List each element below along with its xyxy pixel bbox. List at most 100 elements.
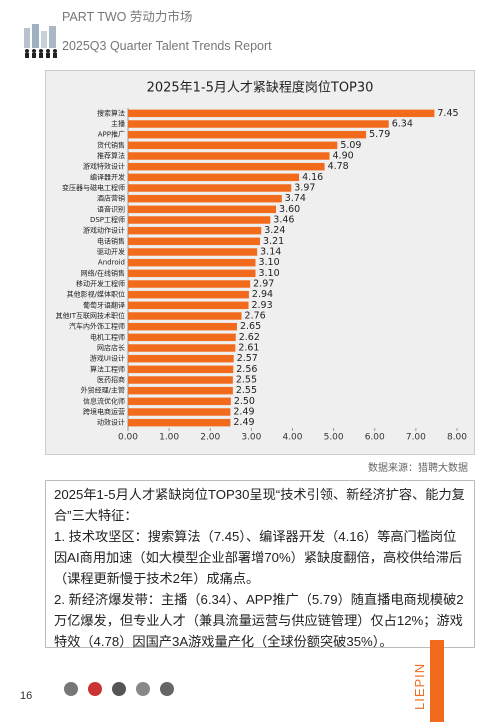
value-label: 2.57 <box>237 353 258 364</box>
bar <box>128 216 271 224</box>
value-label: 5.79 <box>369 129 390 140</box>
value-label: 4.78 <box>328 161 349 172</box>
brand-wrap: LIEPIN <box>412 640 428 710</box>
bar <box>128 248 258 256</box>
y-tick-label: 变压器与磁电工程师 <box>62 183 125 192</box>
y-tick-label: APP推广 <box>98 130 125 139</box>
y-tick-label: 跨境电商运营 <box>83 407 125 416</box>
value-label: 2.61 <box>238 343 259 354</box>
value-label: 2.56 <box>236 364 257 375</box>
value-label: 3.14 <box>260 247 281 258</box>
brand-bar <box>430 640 444 722</box>
x-tick-label: 4.00 <box>282 433 302 443</box>
value-label: 3.10 <box>258 268 279 279</box>
value-label: 3.97 <box>294 183 315 194</box>
bar <box>128 280 251 288</box>
bar <box>128 237 261 246</box>
y-tick-label: 推荐算法 <box>97 151 125 160</box>
x-tick-label: 5.00 <box>324 433 344 443</box>
y-tick-label: 电机工程师 <box>90 332 125 341</box>
bar <box>128 312 242 320</box>
value-label: 3.74 <box>285 193 306 204</box>
y-tick-label: 网络/在线销售 <box>81 268 125 277</box>
value-label: 2.94 <box>252 289 273 300</box>
y-tick-label: 医药招商 <box>97 375 125 384</box>
value-label: 2.55 <box>236 385 257 396</box>
x-tick-label: 0.00 <box>118 433 138 443</box>
bar <box>128 365 234 374</box>
chart: 2025年1-5月人才紧缺程度岗位TOP30 0.00 1.00 2.00 3.00 4… <box>45 70 475 455</box>
bar <box>128 226 262 235</box>
y-tick-label: 信息流优化师 <box>83 396 125 405</box>
bar <box>128 418 231 427</box>
y-tick-label: Android <box>98 259 125 267</box>
bar <box>128 354 234 363</box>
header-report: 2025Q3 Quarter Talent Trends Report <box>62 39 272 53</box>
bar <box>128 290 249 299</box>
source: 数据来源：猎聘大数据 <box>368 463 468 474</box>
bar <box>128 269 256 278</box>
x-tick-label: 2.00 <box>200 433 220 443</box>
bar <box>128 162 325 171</box>
value-label: 4.90 <box>333 151 354 162</box>
value-label: 3.60 <box>279 204 300 215</box>
bar <box>128 194 282 203</box>
page-number: 16 <box>20 690 33 702</box>
y-tick-label: 移动开发工程师 <box>76 279 125 288</box>
chart-title: 2025年1-5月人才紧缺程度岗位TOP30 <box>147 80 374 96</box>
y-tick-label: 汽车内外饰工程师 <box>69 322 125 331</box>
y-tick-label: 货代销售 <box>97 140 125 149</box>
x-tick-label: 3.00 <box>241 433 261 443</box>
value-label: 2.65 <box>240 321 261 332</box>
value-label: 7.45 <box>437 108 458 119</box>
bar <box>128 344 236 352</box>
x-tick-label: 6.00 <box>365 433 385 443</box>
y-tick-label: 外贸经理/主管 <box>81 386 125 395</box>
bar <box>128 109 435 118</box>
bar <box>128 301 249 310</box>
y-tick-label: 动效设计 <box>97 418 125 427</box>
value-label: 2.49 <box>233 417 254 428</box>
value-label: 2.76 <box>245 311 266 322</box>
paragraph: 1. 技术攻坚区：搜索算法（7.45）、编译器开发（4.16）等高门槛岗位因AI… <box>54 529 463 586</box>
bar <box>128 152 330 160</box>
bar <box>128 173 300 182</box>
y-tick-label: 网店店长 <box>97 343 125 352</box>
bar <box>128 376 233 384</box>
bar <box>128 408 231 416</box>
value-label: 3.21 <box>263 236 284 247</box>
value-label: 2.50 <box>234 396 255 407</box>
value-label: 3.46 <box>273 215 294 226</box>
text-box: 2025年1-5月人才紧缺岗位TOP30呈现“技术引领、新经济扩容、能力复合”三… <box>45 480 475 649</box>
y-tick-label: 酒店营销 <box>97 194 125 203</box>
y-tick-label: DSP工程师 <box>90 215 125 224</box>
bar <box>128 258 256 267</box>
bar <box>128 205 277 214</box>
y-tick-label: 游戏UI设计 <box>90 354 125 363</box>
bar <box>128 333 236 342</box>
value-label: 2.97 <box>253 279 274 290</box>
y-tick-label: 搜索算法 <box>97 108 125 117</box>
x-tick-label: 8.00 <box>447 433 467 443</box>
y-tick-label: 其他IT互联网技术职位 <box>56 311 125 320</box>
footer-icons <box>64 682 174 696</box>
y-tick-label: 主播 <box>111 119 125 128</box>
bar <box>128 184 292 192</box>
value-label: 4.16 <box>302 172 323 183</box>
value-label: 3.24 <box>264 225 285 236</box>
value-label: 6.34 <box>392 119 413 130</box>
y-tick-label: 葡萄牙语翻译 <box>83 300 125 309</box>
x-tick-label: 7.00 <box>406 433 426 443</box>
value-label: 2.62 <box>239 332 260 343</box>
y-tick-label: 电话销售 <box>97 236 125 245</box>
y-tick-label: 驱动开发 <box>97 247 125 256</box>
bar <box>128 130 367 139</box>
bar <box>128 322 237 331</box>
header-icon <box>24 24 57 58</box>
y-tick-label: 算法工程师 <box>90 364 125 373</box>
y-tick-label: 游戏动作设计 <box>83 226 125 235</box>
value-label: 5.09 <box>340 140 361 151</box>
bar <box>128 120 389 128</box>
bar <box>128 397 231 406</box>
value-label: 3.10 <box>258 257 279 268</box>
